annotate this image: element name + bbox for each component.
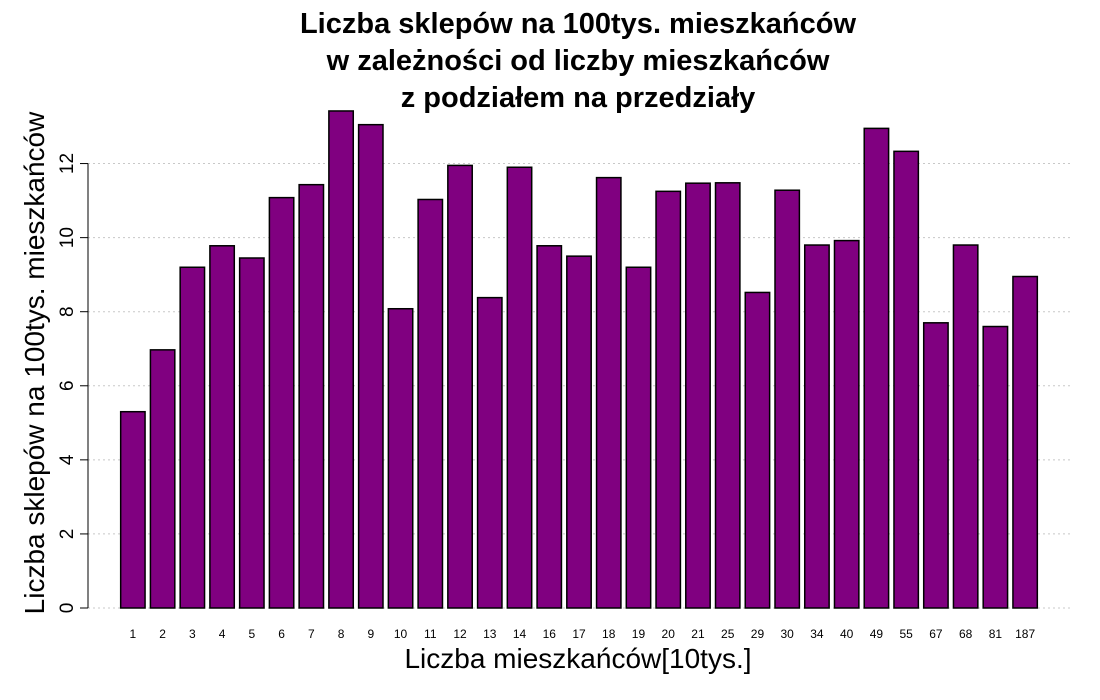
bar: [387, 307, 414, 609]
bar: [685, 182, 711, 609]
y-tick-label: 8: [57, 306, 78, 317]
x-tick-label: 8: [338, 627, 345, 641]
x-tick-label: 40: [840, 627, 854, 641]
bar: [298, 183, 325, 609]
bar: [357, 123, 384, 609]
x-tick-label: 81: [989, 627, 1003, 641]
bar: [328, 110, 355, 609]
x-tick-label: 7: [308, 627, 315, 641]
x-tick-label: 11: [424, 627, 437, 641]
x-tick-label: 3: [189, 627, 196, 641]
bars: [119, 110, 1039, 609]
x-tick-label: 18: [602, 627, 616, 641]
chart-title: Liczba sklepów na 100tys. mieszkańców: [300, 8, 857, 40]
bar: [893, 150, 920, 609]
bar: [209, 245, 236, 609]
bar: [625, 266, 652, 609]
x-axis: 1 2 3 4 5 6 7 8 9 10 11 12 13 14 16 17 18 19 20 21 25 29 30 34 4…: [130, 627, 1036, 641]
y-tick-label: 10: [57, 227, 78, 248]
bar: [982, 325, 1009, 609]
bar: [952, 244, 979, 609]
x-tick-label: 5: [248, 627, 255, 641]
chart-subtitle: w zależności od liczby mieszkańców: [326, 45, 830, 77]
y-axis-label: Liczba sklepów na 100tys. mieszkańców: [19, 111, 50, 614]
x-tick-label: 34: [810, 627, 824, 641]
x-axis-label: Liczba mieszkańców[10tys.]: [404, 643, 751, 674]
x-tick-label: 68: [959, 627, 973, 641]
bar: [863, 127, 890, 609]
bar: [1012, 275, 1039, 609]
x-tick-label: 20: [662, 627, 676, 641]
bar: [922, 322, 949, 609]
x-tick-label: 67: [929, 627, 943, 641]
bar: [595, 176, 622, 609]
x-tick-label: 187: [1015, 627, 1035, 641]
x-tick-label: 1: [130, 627, 137, 641]
x-tick-label: 21: [691, 627, 705, 641]
x-tick-label: 17: [572, 627, 586, 641]
x-tick-label: 14: [513, 627, 527, 641]
bar: [536, 245, 563, 609]
y-tick-label: 12: [57, 153, 78, 174]
bar: [417, 198, 444, 609]
x-tick-label: 2: [159, 627, 166, 641]
y-tick-label: 2: [57, 529, 78, 540]
y-tick-label: 0: [57, 603, 78, 614]
bar: [268, 196, 295, 609]
bar: [655, 190, 682, 609]
y-axis: 0 2 4 6 8 10 12: [57, 153, 89, 614]
bar: [714, 182, 741, 609]
bar: [238, 257, 265, 609]
y-tick-label: 6: [57, 380, 78, 391]
bar: [179, 266, 206, 609]
x-tick-label: 10: [394, 627, 408, 641]
bar: [833, 239, 860, 609]
bar: [149, 349, 176, 609]
x-tick-label: 13: [483, 627, 497, 641]
bar: [476, 296, 503, 609]
x-tick-label: 9: [367, 627, 374, 641]
x-tick-label: 16: [543, 627, 557, 641]
bar: [506, 166, 533, 609]
bar: [566, 255, 592, 609]
y-tick-label: 4: [57, 454, 78, 465]
bar: [774, 189, 801, 609]
x-tick-label: 6: [278, 627, 285, 641]
x-tick-label: 19: [632, 627, 646, 641]
chart-subtitle-2: z podziałem na przedziały: [401, 82, 756, 114]
bar: [744, 291, 771, 609]
bar: [119, 410, 146, 609]
x-tick-label: 12: [453, 627, 467, 641]
x-tick-label: 4: [219, 627, 226, 641]
x-tick-label: 25: [721, 627, 735, 641]
x-tick-label: 29: [751, 627, 765, 641]
x-tick-label: 49: [870, 627, 884, 641]
x-tick-label: 30: [781, 627, 795, 641]
x-tick-label: 55: [899, 627, 913, 641]
bar: [447, 164, 473, 609]
bar: [803, 244, 830, 609]
